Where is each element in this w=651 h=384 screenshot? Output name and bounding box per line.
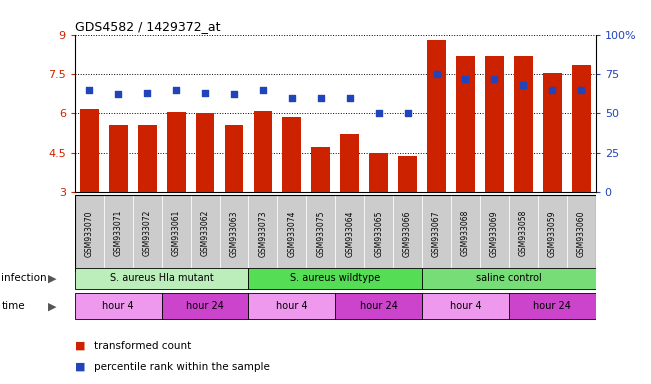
- Text: GSM933067: GSM933067: [432, 210, 441, 257]
- Bar: [75, 195, 104, 271]
- Point: [489, 76, 499, 82]
- Bar: [249, 293, 335, 319]
- Text: hour 24: hour 24: [360, 301, 398, 311]
- Text: saline control: saline control: [476, 273, 542, 283]
- Point: [316, 94, 326, 101]
- Bar: [167, 112, 186, 192]
- Text: GSM933060: GSM933060: [577, 210, 586, 257]
- Text: infection: infection: [1, 273, 47, 283]
- Bar: [393, 195, 422, 271]
- Text: GSM933069: GSM933069: [490, 210, 499, 257]
- Text: S. aureus Hla mutant: S. aureus Hla mutant: [110, 273, 214, 283]
- Point: [142, 90, 152, 96]
- Point: [258, 87, 268, 93]
- Point: [229, 91, 239, 98]
- Point: [518, 82, 529, 88]
- Point: [547, 87, 557, 93]
- Bar: [456, 56, 475, 192]
- Bar: [219, 195, 249, 271]
- Bar: [369, 153, 388, 192]
- Bar: [422, 195, 451, 271]
- Bar: [567, 195, 596, 271]
- Bar: [335, 293, 422, 319]
- Text: transformed count: transformed count: [94, 341, 191, 351]
- Text: GSM933074: GSM933074: [287, 210, 296, 257]
- Text: GSM933070: GSM933070: [85, 210, 94, 257]
- Text: percentile rank within the sample: percentile rank within the sample: [94, 362, 270, 372]
- Text: GSM933075: GSM933075: [316, 210, 326, 257]
- Point: [344, 94, 355, 101]
- Bar: [311, 147, 330, 192]
- Point: [84, 87, 94, 93]
- Bar: [485, 56, 504, 192]
- Bar: [249, 268, 422, 289]
- Text: GSM933072: GSM933072: [143, 210, 152, 257]
- Bar: [398, 156, 417, 192]
- Bar: [451, 195, 480, 271]
- Text: GSM933063: GSM933063: [230, 210, 238, 257]
- Bar: [572, 65, 590, 192]
- Bar: [480, 195, 509, 271]
- Point: [374, 110, 384, 116]
- Point: [286, 94, 297, 101]
- Text: GSM933065: GSM933065: [374, 210, 383, 257]
- Text: GSM933073: GSM933073: [258, 210, 268, 257]
- Bar: [75, 268, 249, 289]
- Text: GSM933071: GSM933071: [114, 210, 123, 257]
- Bar: [104, 195, 133, 271]
- Bar: [196, 113, 214, 192]
- Text: GDS4582 / 1429372_at: GDS4582 / 1429372_at: [75, 20, 221, 33]
- Bar: [514, 56, 533, 192]
- Bar: [543, 73, 562, 192]
- Text: S. aureus wildtype: S. aureus wildtype: [290, 273, 380, 283]
- Bar: [138, 125, 157, 192]
- Text: GSM933059: GSM933059: [547, 210, 557, 257]
- Bar: [249, 195, 277, 271]
- Bar: [109, 125, 128, 192]
- Text: ■: ■: [75, 341, 85, 351]
- Bar: [364, 195, 393, 271]
- Text: GSM933068: GSM933068: [461, 210, 470, 257]
- Bar: [422, 293, 509, 319]
- Bar: [161, 293, 249, 319]
- Text: GSM933058: GSM933058: [519, 210, 528, 257]
- Bar: [307, 195, 335, 271]
- Bar: [191, 195, 219, 271]
- Text: hour 4: hour 4: [102, 301, 134, 311]
- Bar: [509, 293, 596, 319]
- Text: hour 4: hour 4: [450, 301, 481, 311]
- Bar: [277, 195, 307, 271]
- Point: [460, 76, 471, 82]
- Text: GSM933061: GSM933061: [172, 210, 180, 257]
- Bar: [75, 293, 161, 319]
- Point: [113, 91, 124, 98]
- Point: [576, 87, 587, 93]
- Bar: [509, 195, 538, 271]
- Text: ▶: ▶: [48, 273, 56, 283]
- Text: hour 24: hour 24: [186, 301, 224, 311]
- Bar: [253, 111, 272, 192]
- Bar: [225, 125, 243, 192]
- Bar: [161, 195, 191, 271]
- Text: ▶: ▶: [48, 301, 56, 311]
- Bar: [340, 134, 359, 192]
- Bar: [538, 195, 567, 271]
- Text: GSM933066: GSM933066: [403, 210, 412, 257]
- Bar: [80, 109, 99, 192]
- Point: [171, 87, 182, 93]
- Text: GSM933064: GSM933064: [345, 210, 354, 257]
- Text: GSM933062: GSM933062: [201, 210, 210, 257]
- Point: [432, 71, 442, 77]
- Bar: [283, 117, 301, 192]
- Text: time: time: [1, 301, 25, 311]
- Bar: [427, 40, 446, 192]
- Bar: [335, 195, 364, 271]
- Point: [402, 110, 413, 116]
- Text: hour 4: hour 4: [276, 301, 308, 311]
- Point: [200, 90, 210, 96]
- Bar: [133, 195, 161, 271]
- Text: hour 24: hour 24: [533, 301, 571, 311]
- Bar: [422, 268, 596, 289]
- Text: ■: ■: [75, 362, 85, 372]
